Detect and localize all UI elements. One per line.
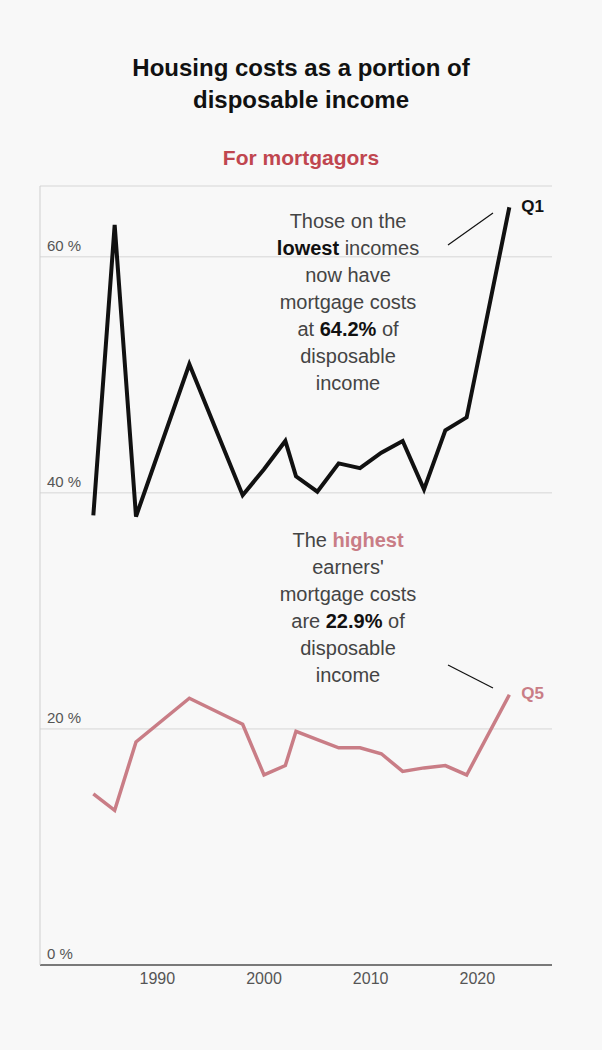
html-text:For mortgagors: For mortgagors: [222, 146, 380, 169]
svg-text:1990: 1990: [140, 970, 176, 987]
html-text:disposable: disposable: [300, 637, 396, 659]
svg-text:40 %: 40 %: [47, 473, 81, 490]
html-text:income: income: [315, 664, 381, 686]
svg-text:2000: 2000: [246, 970, 282, 987]
svg-text:2010: 2010: [353, 970, 389, 987]
html-text:The highest: The highest: [292, 529, 404, 551]
svg-text:Q1: Q1: [521, 197, 544, 216]
html-text:at 64.2% of: at 64.2% of: [297, 318, 399, 340]
svg-text:Q5: Q5: [521, 684, 544, 703]
html-text:mortgage costs: mortgage costs: [279, 583, 417, 605]
html-text:lowest incomes: lowest incomes: [276, 237, 420, 259]
html-text:income: income: [315, 372, 381, 394]
svg-text:60 %: 60 %: [47, 237, 81, 254]
html-text:mortgage costs: mortgage costs: [279, 291, 417, 313]
svg-text:2020: 2020: [460, 970, 496, 987]
html-text:now have: now have: [305, 264, 391, 286]
html-text:disposable: disposable: [300, 345, 396, 367]
html-text:are 22.9% of: are 22.9% of: [291, 610, 405, 632]
svg-text:20 %: 20 %: [47, 709, 81, 726]
html-text:earners': earners': [312, 556, 384, 578]
html-text:Housing costs as a portion of: Housing costs as a portion of disposable…: [132, 54, 470, 113]
svg-text:0 %: 0 %: [47, 945, 73, 962]
html-text:Those on the: Those on the: [289, 210, 407, 232]
